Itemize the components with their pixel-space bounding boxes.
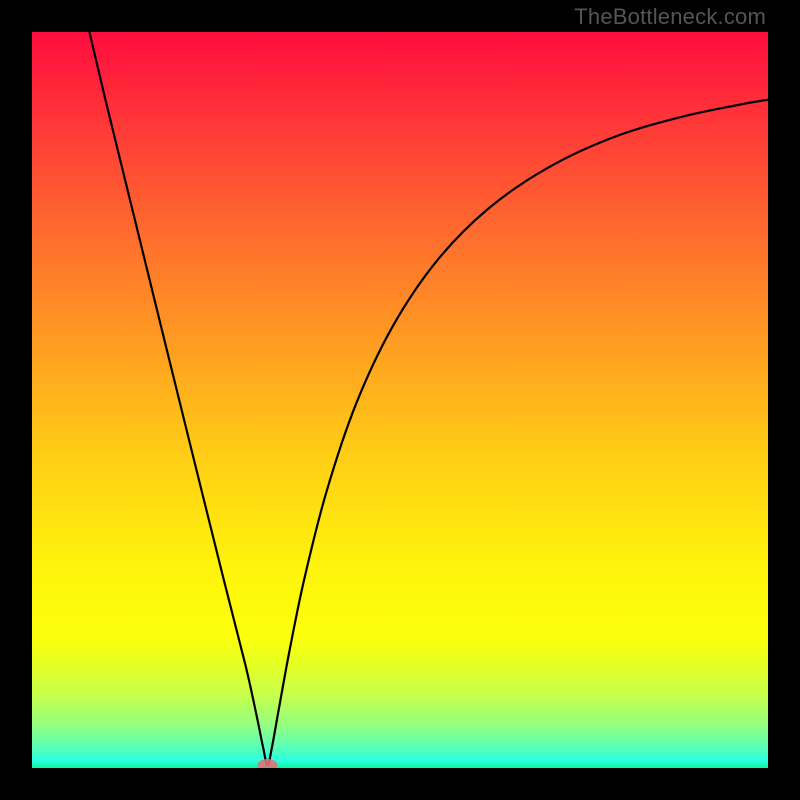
minimum-marker	[258, 759, 278, 768]
watermark-text: TheBottleneck.com	[574, 4, 766, 30]
chart-svg	[32, 32, 768, 768]
plot-area	[32, 32, 768, 768]
chart-frame: { "canvas": { "width": 800, "height": 80…	[0, 0, 800, 800]
bottleneck-curve	[89, 32, 768, 765]
